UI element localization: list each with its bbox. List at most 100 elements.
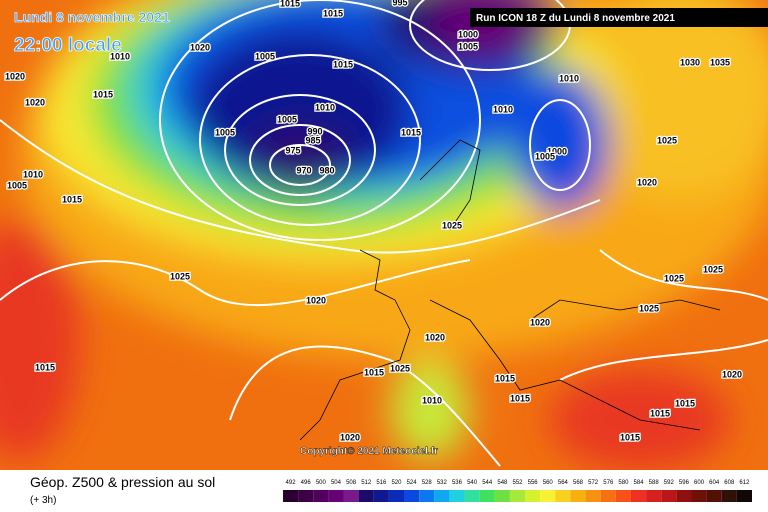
- legend-label: 596: [679, 480, 690, 486]
- isobar-label: 1010: [559, 73, 579, 83]
- legend: 492 496 500 504 508 512 516 520 524 528 532 536 540 5…: [283, 480, 752, 502]
- isobar-label: 1015: [93, 89, 113, 99]
- isobar-label: 995: [392, 0, 407, 7]
- legend-label: 576: [603, 480, 614, 486]
- legend-label: 536: [452, 480, 463, 486]
- legend-swatch: [706, 490, 722, 502]
- legend-swatch: [313, 490, 329, 502]
- legend-label: 608: [724, 480, 735, 486]
- isobar-label: 1020: [190, 42, 210, 52]
- legend-label: 604: [709, 480, 720, 486]
- legend-swatch: [283, 490, 299, 502]
- isobar-label: 1015: [62, 194, 82, 204]
- isobar-label: 1015: [333, 59, 353, 69]
- isobar-label: 1005: [7, 180, 27, 190]
- legend-swatch: [388, 490, 405, 502]
- legend-swatch: [328, 490, 344, 502]
- legend-swatch: [630, 490, 647, 502]
- isobar-label: 1025: [703, 264, 723, 274]
- legend-swatch: [736, 490, 752, 502]
- legend-label: 532: [437, 480, 448, 486]
- legend-swatch: [358, 490, 374, 502]
- geopotential-field: [0, 0, 768, 470]
- legend-label: 540: [467, 480, 478, 486]
- isobar-label: 1020: [637, 177, 657, 187]
- legend-swatch: [721, 490, 737, 502]
- legend-swatch: [525, 490, 541, 502]
- isobar-label: 1005: [535, 151, 555, 161]
- legend-label: 568: [573, 480, 584, 486]
- isobar-label: 1020: [530, 317, 550, 327]
- legend-label: 564: [558, 480, 569, 486]
- legend-label: 500: [316, 480, 327, 486]
- legend-swatch: [585, 490, 601, 502]
- legend-label: 592: [664, 480, 675, 486]
- isobar-label: 1025: [390, 363, 410, 373]
- legend-swatch: [676, 490, 692, 502]
- time: 22:00 locale: [14, 35, 122, 56]
- isobar-label: 1015: [620, 432, 640, 442]
- legend-label: 508: [346, 480, 357, 486]
- legend-swatch: [479, 490, 495, 502]
- coastlines: [299, 139, 721, 441]
- legend-label: 580: [618, 480, 629, 486]
- isobar-label: 1005: [215, 127, 235, 137]
- isobar-label: 1015: [675, 398, 695, 408]
- isobar-label: 990: [307, 126, 322, 136]
- isobar-label: 1025: [170, 271, 190, 281]
- legend-label: 584: [634, 480, 645, 486]
- legend-label: 572: [588, 480, 599, 486]
- isobars: [0, 0, 768, 467]
- isobar-label: 1025: [664, 273, 684, 283]
- isobar-label: 1025: [657, 135, 677, 145]
- isobar-label: 1010: [493, 104, 513, 114]
- isobar-label: 1010: [110, 51, 130, 61]
- isobar-label: 1015: [650, 408, 670, 418]
- isobar-label: 1015: [280, 0, 300, 8]
- isobar-label: 1005: [458, 41, 478, 51]
- legend-swatch: [298, 490, 314, 502]
- legend-label: 556: [528, 480, 539, 486]
- legend-label: 600: [694, 480, 705, 486]
- legend-label: 492: [286, 480, 297, 486]
- legend-label: 520: [391, 480, 402, 486]
- legend-swatch: [646, 490, 662, 502]
- isobar-label: 970: [296, 165, 311, 175]
- isobar-label: 1000: [547, 146, 567, 156]
- run: Run ICON 18 Z du Lundi 8 novembre 2021: [476, 13, 675, 24]
- legend-label: 496: [301, 480, 312, 486]
- footer-title: Géop. Z500 & pression au sol: [30, 474, 215, 490]
- legend-swatch: [464, 490, 480, 502]
- legend-label: 524: [407, 480, 418, 486]
- copyright: Copyright© 2021 Meteociel.fr: [300, 446, 438, 457]
- isobar-label: 1005: [277, 114, 297, 124]
- legend-swatch: [661, 490, 677, 502]
- legend-swatch: [691, 490, 707, 502]
- isobar-label: 975: [285, 145, 300, 155]
- isobar-label: 1030: [680, 57, 700, 67]
- isobar-label: 1020: [306, 295, 326, 305]
- isobar-label: 1010: [23, 169, 43, 179]
- legend-label: 552: [512, 480, 523, 486]
- isobar-label: 980: [319, 165, 334, 175]
- isobar-label: 1020: [425, 332, 445, 342]
- isobar-label: 1015: [495, 373, 515, 383]
- isobar-label: 1015: [35, 362, 55, 372]
- legend-swatch: [434, 490, 450, 502]
- isobar-label: 1000: [458, 29, 478, 39]
- legend-label: 588: [649, 480, 660, 486]
- legend-swatch: [404, 490, 420, 502]
- legend-swatch: [615, 490, 631, 502]
- isobar-label: 1020: [25, 97, 45, 107]
- footer-subtitle: (+ 3h): [30, 495, 56, 506]
- legend-swatch: [449, 490, 465, 502]
- legend-label: 560: [543, 480, 554, 486]
- legend-label: 516: [376, 480, 387, 486]
- isobar-label: 1020: [340, 432, 360, 442]
- isobar-label: 1035: [710, 57, 730, 67]
- isobar-label: 1010: [315, 102, 335, 112]
- legend-swatch: [509, 490, 526, 502]
